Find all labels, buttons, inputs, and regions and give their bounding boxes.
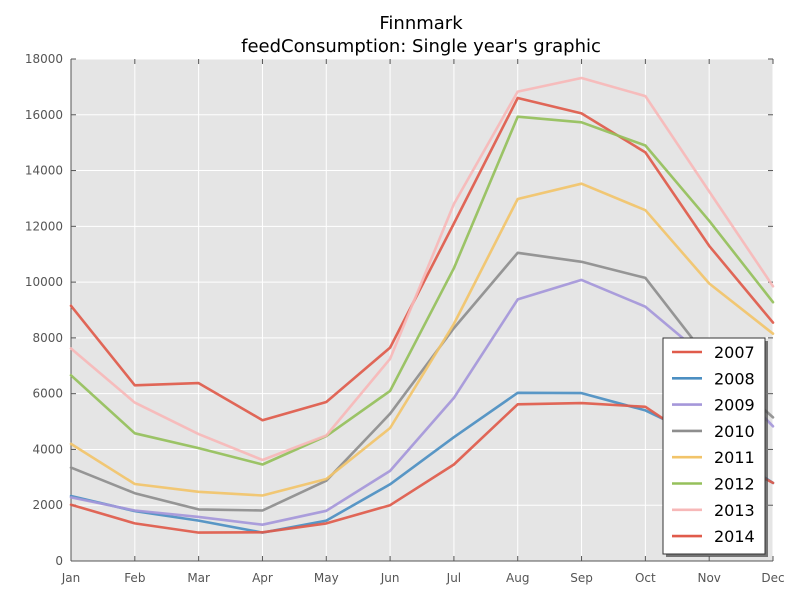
legend-label-2008: 2008: [714, 369, 755, 388]
legend-label-2007: 2007: [714, 343, 755, 362]
y-tick-label: 6000: [32, 387, 63, 401]
x-tick-label: Oct: [635, 571, 656, 585]
chart-subtitle: feedConsumption: Single year's graphic: [241, 36, 601, 57]
x-tick-label: Nov: [697, 571, 720, 585]
legend-label-2014: 2014: [714, 527, 755, 546]
x-tick-label: Sep: [570, 571, 593, 585]
y-tick-label: 8000: [32, 331, 63, 345]
y-tick-label: 10000: [25, 275, 63, 289]
series-lines: [69, 76, 775, 534]
x-tick-label: Feb: [124, 571, 145, 585]
legend-label-2010: 2010: [714, 422, 755, 441]
series-line-2013: [69, 76, 775, 462]
series-line-2008: [69, 391, 775, 534]
chart-title: Finnmark: [379, 13, 463, 34]
series-line-2011: [69, 182, 775, 497]
legend-label-2013: 2013: [714, 501, 755, 520]
x-tick-label: May: [314, 571, 339, 585]
x-tick-label: Jun: [380, 571, 400, 585]
legend-box: [662, 337, 766, 555]
x-tick-label: Jul: [446, 571, 461, 585]
x-tick-label: Dec: [761, 571, 784, 585]
y-tick-label: 14000: [25, 164, 63, 178]
series-line-2012: [69, 115, 775, 466]
series-line-2007: [69, 96, 775, 422]
legend-label-2011: 2011: [714, 448, 755, 467]
y-tick-label: 12000: [25, 219, 63, 233]
x-tick-label: Aug: [506, 571, 529, 585]
y-tick-label: 0: [55, 554, 63, 568]
y-tick-label: 18000: [25, 52, 63, 66]
y-tick-label: 16000: [25, 108, 63, 122]
x-tick-label: Mar: [187, 571, 210, 585]
series-line-2010: [69, 251, 775, 512]
y-tick-label: 2000: [32, 498, 63, 512]
x-tick-label: Jan: [61, 571, 81, 585]
y-tick-label: 4000: [32, 442, 63, 456]
legend-label-2012: 2012: [714, 475, 755, 494]
series-line-2014: [69, 401, 775, 534]
axes: 0 2000 4000 6000 8000 10000 12000 14000 16000 180…: [25, 52, 785, 585]
legend-label-2009: 2009: [714, 396, 755, 415]
series-line-2009: [69, 278, 775, 527]
x-tick-label: Apr: [252, 571, 273, 585]
plot-area: [71, 59, 773, 561]
legend: 2007 2008 2009 2010 2011 2012 2013 2014: [662, 337, 768, 557]
